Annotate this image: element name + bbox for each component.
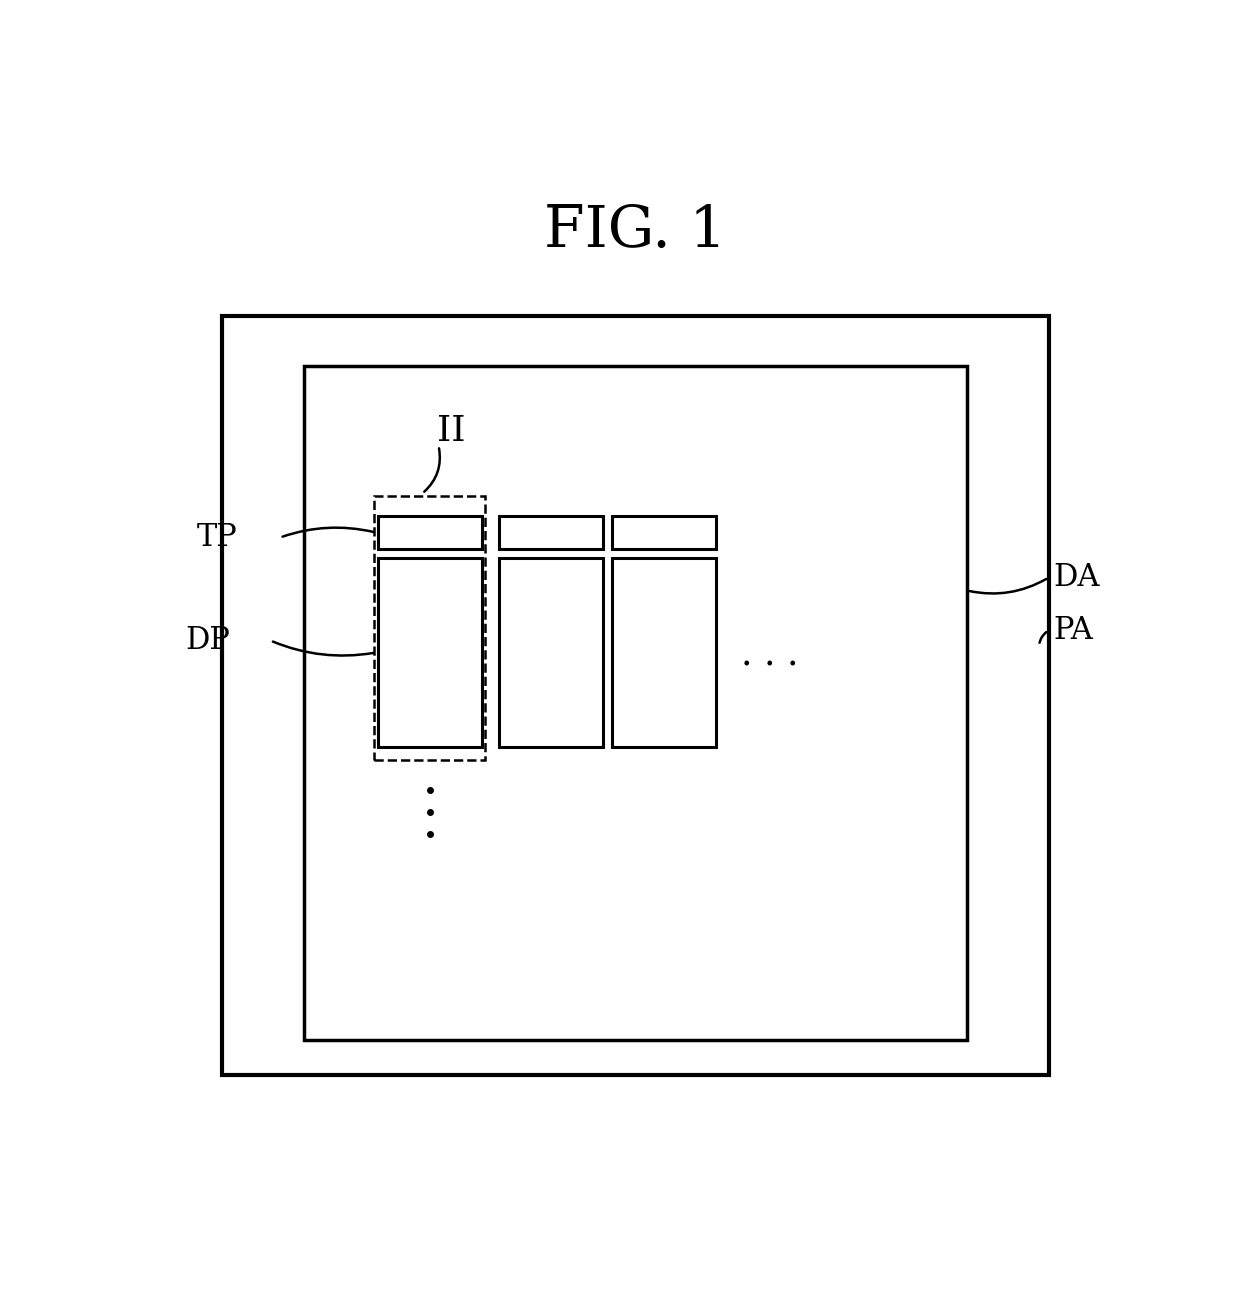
Text: . . .: . . . — [742, 639, 799, 672]
Text: DP: DP — [186, 626, 231, 655]
Bar — [498, 515, 603, 549]
Bar — [378, 515, 481, 549]
Bar — [222, 315, 1049, 1075]
Text: II: II — [436, 414, 465, 448]
Bar — [498, 558, 603, 748]
Bar — [378, 558, 481, 748]
Text: FIG. 1: FIG. 1 — [544, 202, 727, 258]
Bar — [613, 558, 717, 748]
Text: PA: PA — [1054, 615, 1094, 646]
Text: TP: TP — [197, 522, 238, 553]
Bar — [304, 366, 967, 1040]
Bar — [374, 496, 485, 761]
Bar — [613, 515, 717, 549]
Text: DA: DA — [1054, 562, 1100, 593]
